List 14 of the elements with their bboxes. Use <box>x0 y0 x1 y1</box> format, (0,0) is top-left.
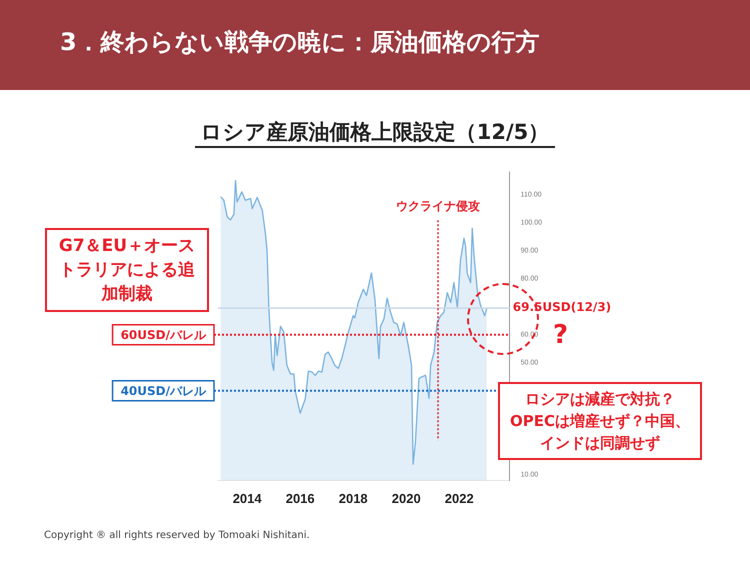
x-tick-label: 2016 <box>286 490 315 506</box>
x-tick-label: 2018 <box>338 490 368 506</box>
text: G7＆EU＋オーストラリアによる追加制裁 <box>45 228 209 312</box>
x-tick-label: 2014 <box>232 490 262 506</box>
text: ? <box>553 320 568 350</box>
chart-title: 3．終わらない戦争の暁に：原油価格の行方 <box>60 27 540 58</box>
x-tick-label: 2020 <box>392 490 421 506</box>
chart-subtitle: ロシア産原油価格上限設定（12/5） <box>194 120 556 148</box>
ref-line-label: 60USD/バレル <box>120 328 207 342</box>
ref-line-label: 40USD/バレル <box>120 384 207 398</box>
x-tick-label: 2022 <box>444 490 474 506</box>
ref-line-label: ウクライナ侵攻 <box>396 199 480 214</box>
annotation: ロシアは減産で対抗？OPECは増産せず？中国、インドは同調せず <box>498 382 702 460</box>
text: Copyright ® all rights reserved by Tomoaki Nishitani. <box>44 530 310 541</box>
